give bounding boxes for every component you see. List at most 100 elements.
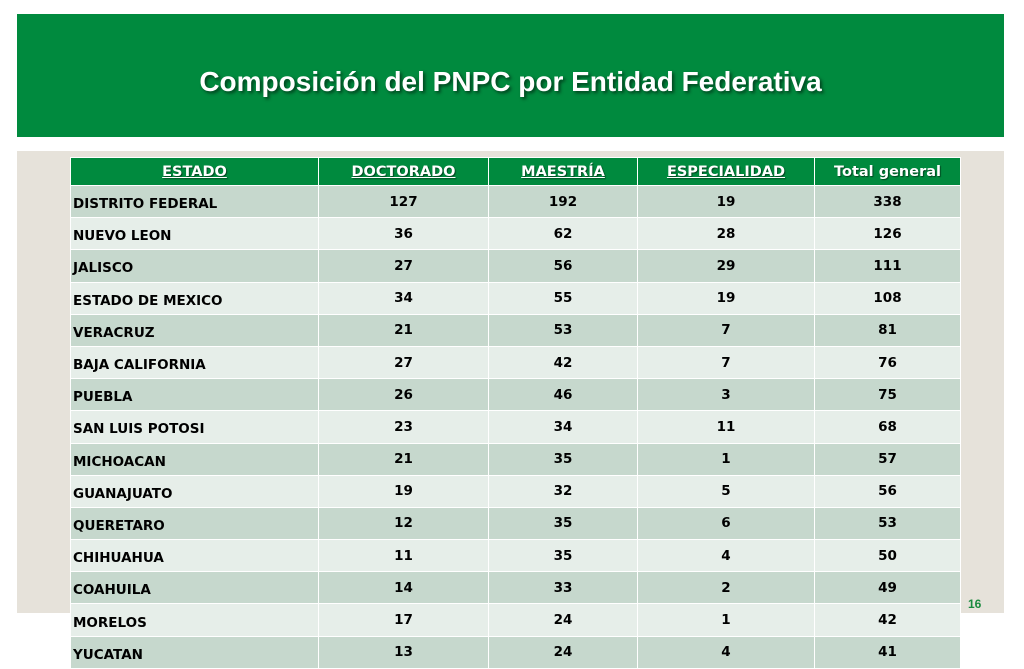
table-body: DISTRITO FEDERAL 127 192 19 338 NUEVO LEON 36 6… xyxy=(70,184,961,669)
cell-especialidad: 7 xyxy=(637,313,815,347)
cell-estado: YUCATAN xyxy=(70,635,319,669)
cell-especialidad: 28 xyxy=(637,217,815,251)
table-row: COAHUILA 14 33 2 49 xyxy=(70,571,961,605)
cell-maestria: 53 xyxy=(488,313,638,347)
table-row: VERACRUZ 21 53 7 81 xyxy=(70,313,961,347)
cell-total: 53 xyxy=(814,506,961,541)
cell-maestria: 46 xyxy=(488,378,638,412)
cell-doctorado: 21 xyxy=(318,313,489,347)
cell-doctorado: 13 xyxy=(318,635,489,669)
cell-especialidad: 29 xyxy=(637,249,815,283)
cell-total: 108 xyxy=(814,281,961,315)
cell-maestria: 35 xyxy=(488,442,638,476)
table-row: NUEVO LEON 36 62 28 126 xyxy=(70,217,961,251)
page-number: 16 xyxy=(968,597,982,611)
cell-total: 81 xyxy=(814,313,961,347)
cell-total: 126 xyxy=(814,217,961,251)
cell-maestria: 32 xyxy=(488,474,638,508)
header-especialidad: ESPECIALIDAD xyxy=(637,157,815,186)
cell-maestria: 56 xyxy=(488,249,638,283)
cell-estado: NUEVO LEON xyxy=(70,217,319,251)
cell-doctorado: 36 xyxy=(318,217,489,251)
table-row: GUANAJUATO 19 32 5 56 xyxy=(70,474,961,508)
cell-doctorado: 17 xyxy=(318,603,489,637)
cell-estado: VERACRUZ xyxy=(70,313,319,347)
cell-maestria: 35 xyxy=(488,506,638,541)
cell-especialidad: 3 xyxy=(637,378,815,412)
cell-estado: QUERETARO xyxy=(70,506,319,541)
title-banner: Composición del PNPC por Entidad Federat… xyxy=(17,14,1004,137)
cell-maestria: 24 xyxy=(488,603,638,637)
cell-maestria: 62 xyxy=(488,217,638,251)
cell-total: 50 xyxy=(814,539,961,573)
cell-doctorado: 27 xyxy=(318,249,489,283)
cell-total: 57 xyxy=(814,442,961,476)
cell-total: 41 xyxy=(814,635,961,669)
cell-estado: CHIHUAHUA xyxy=(70,539,319,573)
cell-total: 338 xyxy=(814,184,961,219)
table-row: JALISCO 27 56 29 111 xyxy=(70,249,961,283)
cell-doctorado: 27 xyxy=(318,345,489,380)
page-title: Composición del PNPC por Entidad Federat… xyxy=(199,66,822,97)
cell-estado: GUANAJUATO xyxy=(70,474,319,508)
cell-doctorado: 14 xyxy=(318,571,489,605)
cell-doctorado: 26 xyxy=(318,378,489,412)
cell-total: 75 xyxy=(814,378,961,412)
cell-estado: ESTADO DE MEXICO xyxy=(70,281,319,315)
cell-estado: MORELOS xyxy=(70,603,319,637)
table-row: PUEBLA 26 46 3 75 xyxy=(70,378,961,412)
cell-maestria: 42 xyxy=(488,345,638,380)
cell-estado: BAJA CALIFORNIA xyxy=(70,345,319,380)
cell-especialidad: 6 xyxy=(637,506,815,541)
cell-doctorado: 23 xyxy=(318,410,489,444)
cell-especialidad: 7 xyxy=(637,345,815,380)
table-header-row: ESTADO DOCTORADO MAESTRÍA ESPECIALIDAD T… xyxy=(70,157,961,186)
table-row: SAN LUIS POTOSI 23 34 11 68 xyxy=(70,410,961,444)
table-row: MICHOACAN 21 35 1 57 xyxy=(70,442,961,476)
cell-especialidad: 4 xyxy=(637,539,815,573)
cell-total: 111 xyxy=(814,249,961,283)
cell-doctorado: 21 xyxy=(318,442,489,476)
cell-especialidad: 19 xyxy=(637,184,815,219)
cell-maestria: 24 xyxy=(488,635,638,669)
cell-doctorado: 12 xyxy=(318,506,489,541)
table-row: MORELOS 17 24 1 42 xyxy=(70,603,961,637)
cell-especialidad: 2 xyxy=(637,571,815,605)
cell-estado: MICHOACAN xyxy=(70,442,319,476)
cell-especialidad: 5 xyxy=(637,474,815,508)
header-estado: ESTADO xyxy=(70,157,319,186)
cell-doctorado: 11 xyxy=(318,539,489,573)
cell-especialidad: 1 xyxy=(637,603,815,637)
cell-estado: SAN LUIS POTOSI xyxy=(70,410,319,444)
cell-total: 49 xyxy=(814,571,961,605)
cell-maestria: 33 xyxy=(488,571,638,605)
table-row: YUCATAN 13 24 4 41 xyxy=(70,635,961,669)
table-row: ESTADO DE MEXICO 34 55 19 108 xyxy=(70,281,961,315)
table-row: QUERETARO 12 35 6 53 xyxy=(70,506,961,541)
table-row: CHIHUAHUA 11 35 4 50 xyxy=(70,539,961,573)
cell-doctorado: 34 xyxy=(318,281,489,315)
cell-total: 56 xyxy=(814,474,961,508)
cell-estado: JALISCO xyxy=(70,249,319,283)
cell-total: 42 xyxy=(814,603,961,637)
cell-estado: COAHUILA xyxy=(70,571,319,605)
cell-estado: DISTRITO FEDERAL xyxy=(70,184,319,219)
header-total-general: Total general xyxy=(814,157,961,186)
table-row: DISTRITO FEDERAL 127 192 19 338 xyxy=(70,184,961,219)
cell-maestria: 55 xyxy=(488,281,638,315)
cell-maestria: 35 xyxy=(488,539,638,573)
header-maestria: MAESTRÍA xyxy=(488,157,638,186)
cell-estado: PUEBLA xyxy=(70,378,319,412)
cell-maestria: 34 xyxy=(488,410,638,444)
cell-total: 76 xyxy=(814,345,961,380)
cell-especialidad: 19 xyxy=(637,281,815,315)
pnpc-table: ESTADO DOCTORADO MAESTRÍA ESPECIALIDAD T… xyxy=(70,157,961,669)
cell-especialidad: 1 xyxy=(637,442,815,476)
cell-total: 68 xyxy=(814,410,961,444)
cell-especialidad: 4 xyxy=(637,635,815,669)
cell-maestria: 192 xyxy=(488,184,638,219)
cell-doctorado: 19 xyxy=(318,474,489,508)
header-doctorado: DOCTORADO xyxy=(318,157,489,186)
table-row: BAJA CALIFORNIA 27 42 7 76 xyxy=(70,345,961,380)
cell-especialidad: 11 xyxy=(637,410,815,444)
